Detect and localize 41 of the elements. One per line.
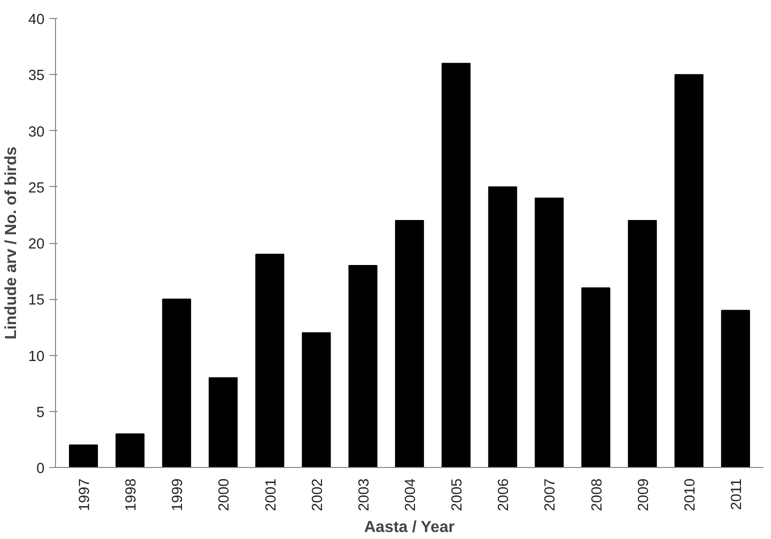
bar	[302, 332, 331, 468]
bar	[395, 220, 424, 468]
bar	[628, 220, 657, 468]
bar	[488, 186, 518, 468]
y-tick-label: 40	[28, 12, 45, 28]
x-tick-label: 1999	[170, 478, 186, 512]
y-tick-label: 25	[28, 180, 45, 196]
x-axis-title: Aasta / Year	[364, 519, 455, 536]
x-tick-label: 2005	[450, 478, 466, 512]
x-tick-label: 2010	[682, 478, 698, 512]
y-tick-label: 15	[28, 292, 45, 309]
y-tick-label: 10	[28, 348, 45, 365]
bar	[442, 62, 471, 468]
bar	[162, 298, 192, 468]
bar	[721, 310, 750, 468]
bar	[348, 264, 378, 468]
y-tick-label: 5	[36, 404, 45, 421]
y-tick-label: 20	[28, 236, 45, 252]
x-tick-label: 2007	[542, 478, 559, 512]
bar	[581, 287, 610, 468]
bar	[534, 198, 564, 468]
x-tick-label: 2001	[263, 478, 280, 512]
x-tick-label: 2006	[496, 478, 512, 512]
bar	[674, 74, 704, 468]
x-tick-label: 2011	[729, 478, 746, 510]
y-axis-title: Lindude arv / No. of birds	[3, 146, 20, 340]
y-tick-label: 0	[36, 461, 45, 477]
x-tick-label: 1998	[124, 478, 140, 512]
bar	[68, 444, 98, 468]
bar	[208, 377, 238, 468]
x-tick-label: 2004	[403, 478, 419, 512]
y-tick-label: 35	[28, 68, 45, 84]
x-tick-label: 2000	[216, 478, 233, 512]
bar	[116, 433, 144, 468]
x-tick-label: 2003	[356, 478, 372, 512]
y-tick-label: 30	[28, 124, 45, 140]
x-tick-label: 2002	[310, 478, 326, 512]
x-tick-label: 2008	[589, 478, 606, 512]
bar	[255, 254, 284, 468]
x-tick-label: 2009	[636, 478, 652, 512]
x-tick-label: 1997	[76, 478, 93, 512]
